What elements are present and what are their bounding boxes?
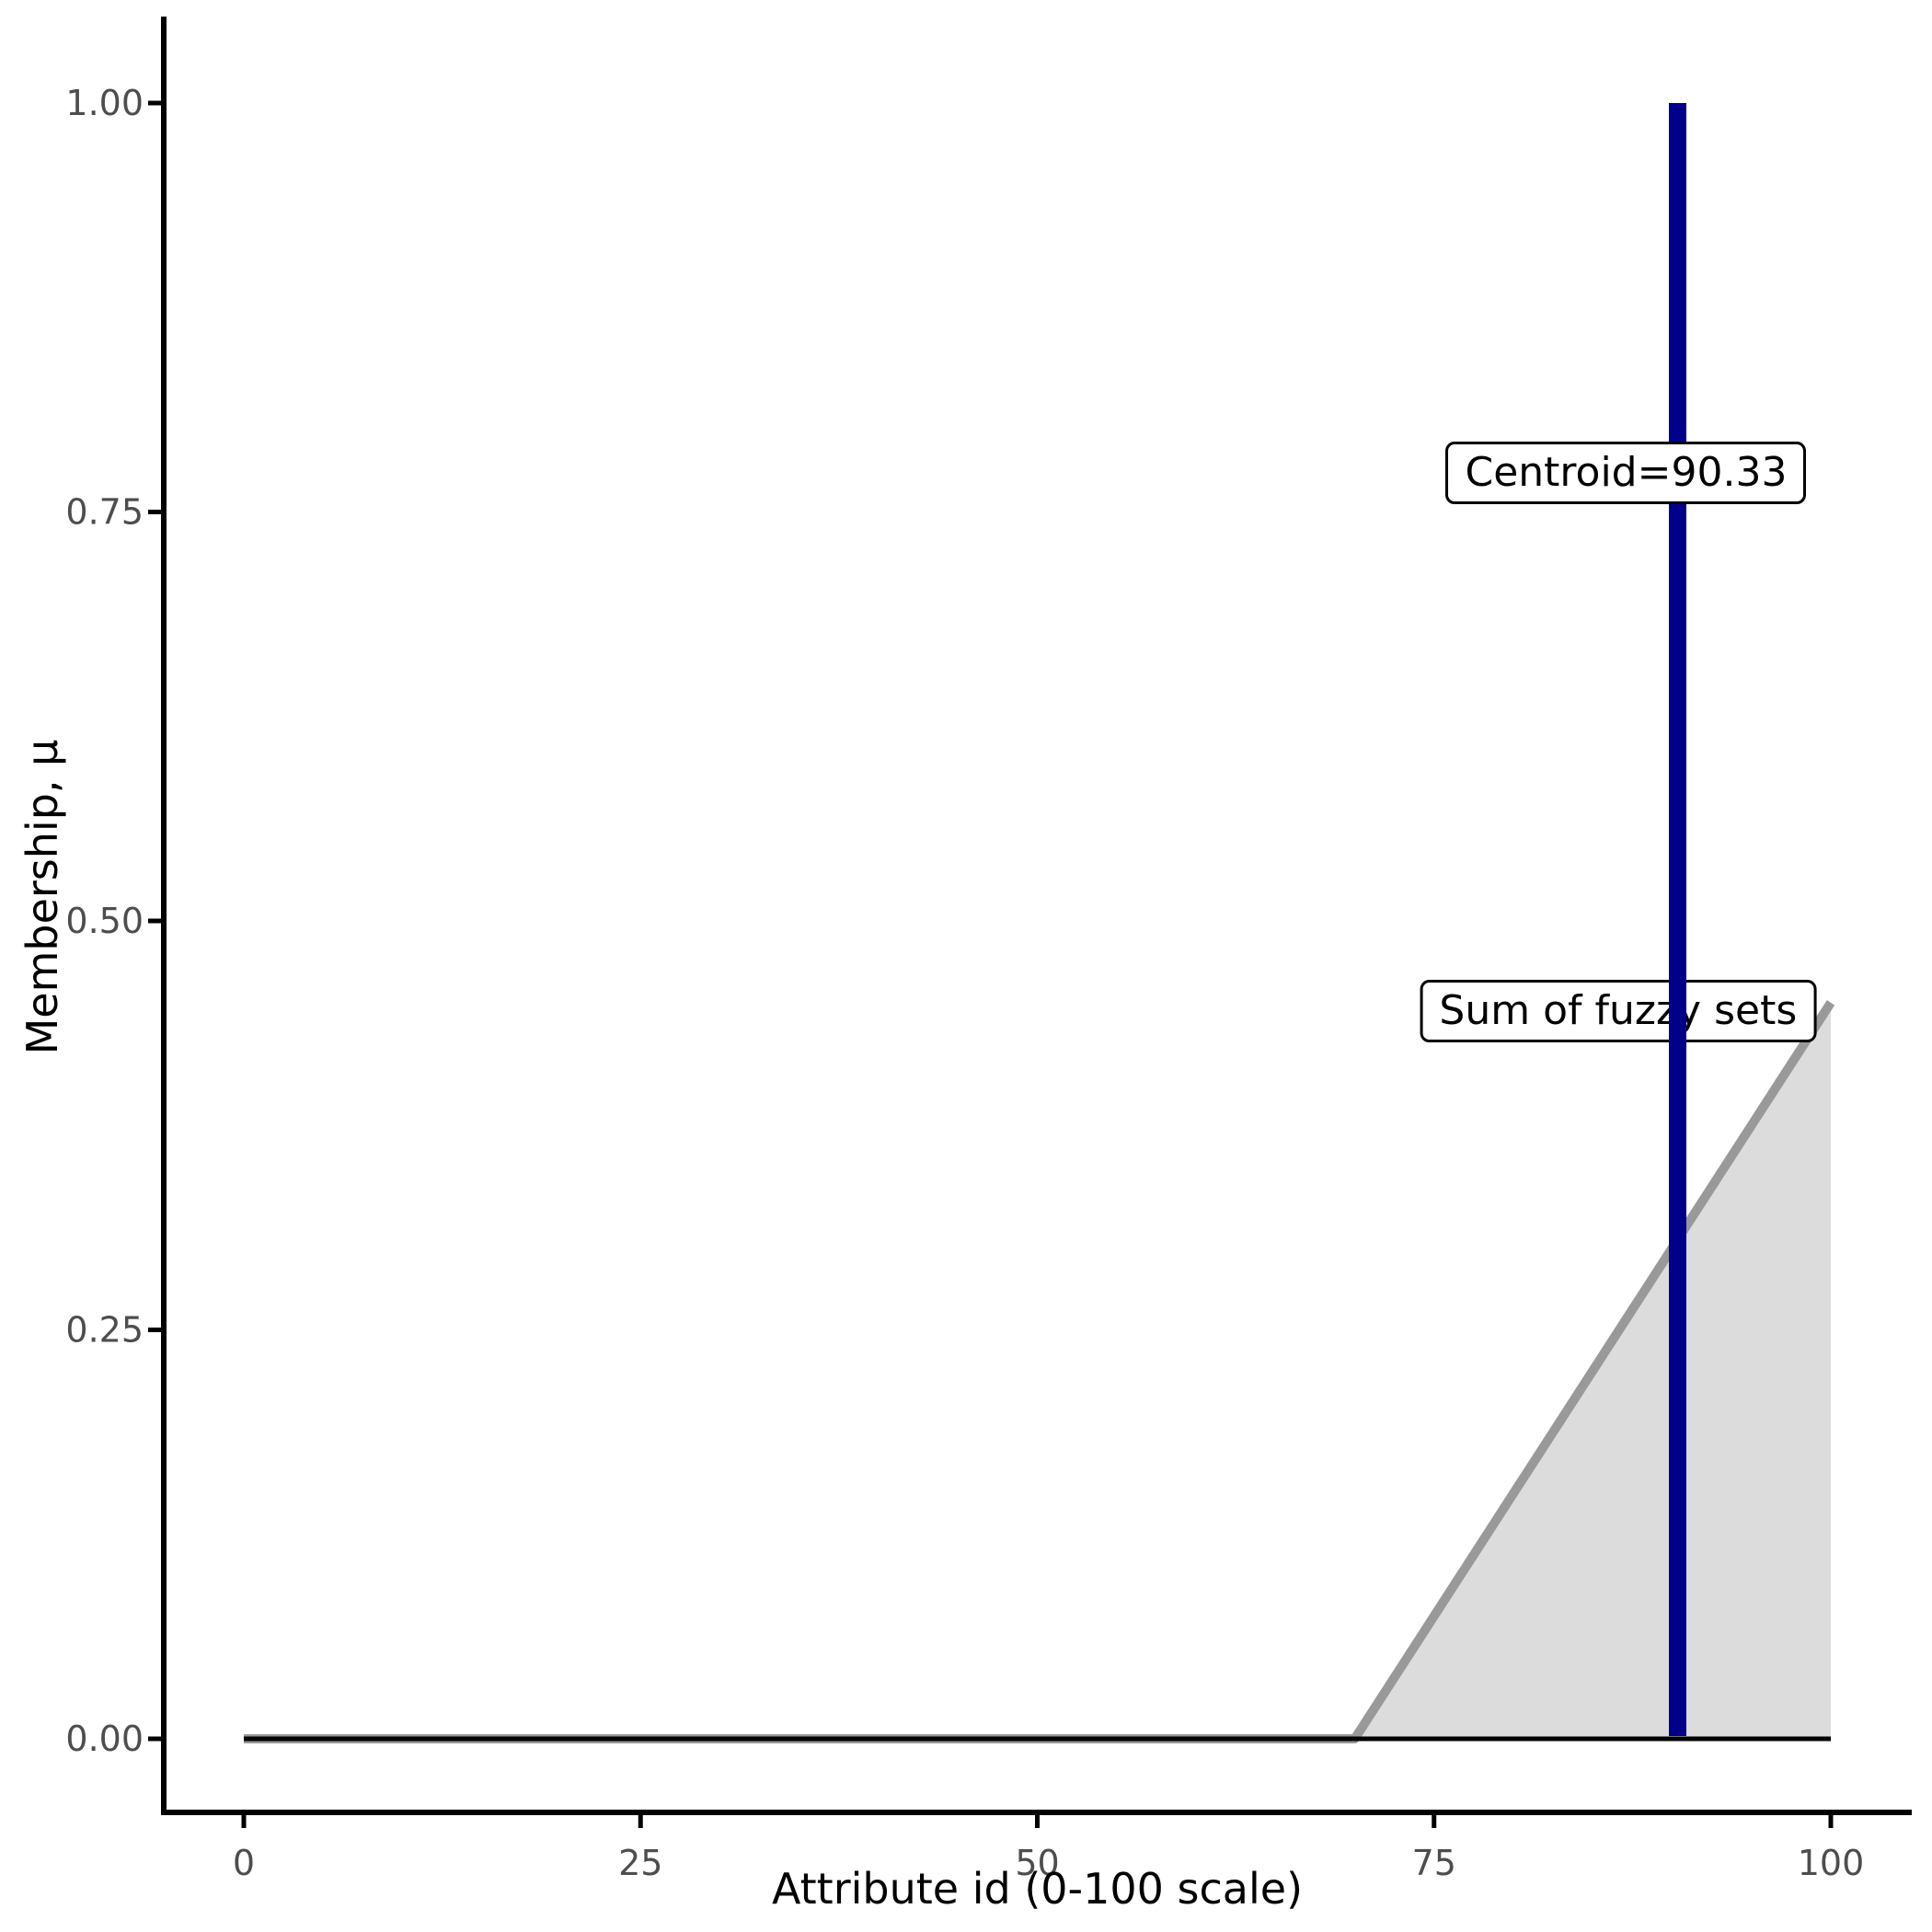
y-tick-label: 0.75 [65,492,144,533]
x-axis-title: Attribute id (0-100 scale) [771,1864,1304,1914]
y-tick-label: 0.25 [65,1310,144,1351]
centroid-line [1668,103,1686,1736]
x-tick-label: 50 [1015,1843,1059,1883]
y-tick-label: 0.00 [65,1719,144,1759]
centroid-label: Centroid=90.33 [1445,441,1807,504]
y-axis-title: Membership, μ [17,739,67,1055]
y-tick-label: 0.50 [65,901,144,941]
sum-of-fuzzy-sets-label: Sum of fuzzy sets [1420,979,1817,1042]
x-tick-label: 75 [1412,1843,1456,1883]
x-tick-label: 25 [618,1843,662,1883]
y-tick-label: 1.00 [65,83,144,123]
x-tick-label: 0 [233,1843,255,1883]
x-tick-label: 100 [1798,1843,1865,1883]
